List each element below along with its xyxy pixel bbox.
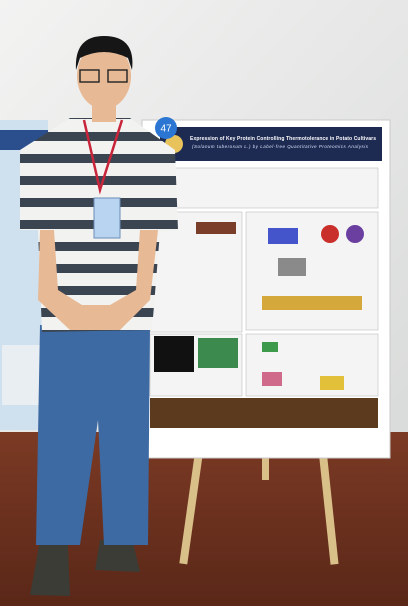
poster-number: 47	[160, 124, 172, 135]
poster-title: Expression of Key Protein Controlling Th…	[190, 136, 376, 142]
poster-subtitle: (Solanum tuberosum L.) by Label-free Qua…	[192, 144, 369, 149]
poster-number-badge	[155, 117, 177, 139]
left-poster-panel	[2, 345, 42, 405]
person	[20, 36, 178, 596]
poster-figures	[150, 222, 378, 428]
poster-header	[160, 127, 382, 161]
